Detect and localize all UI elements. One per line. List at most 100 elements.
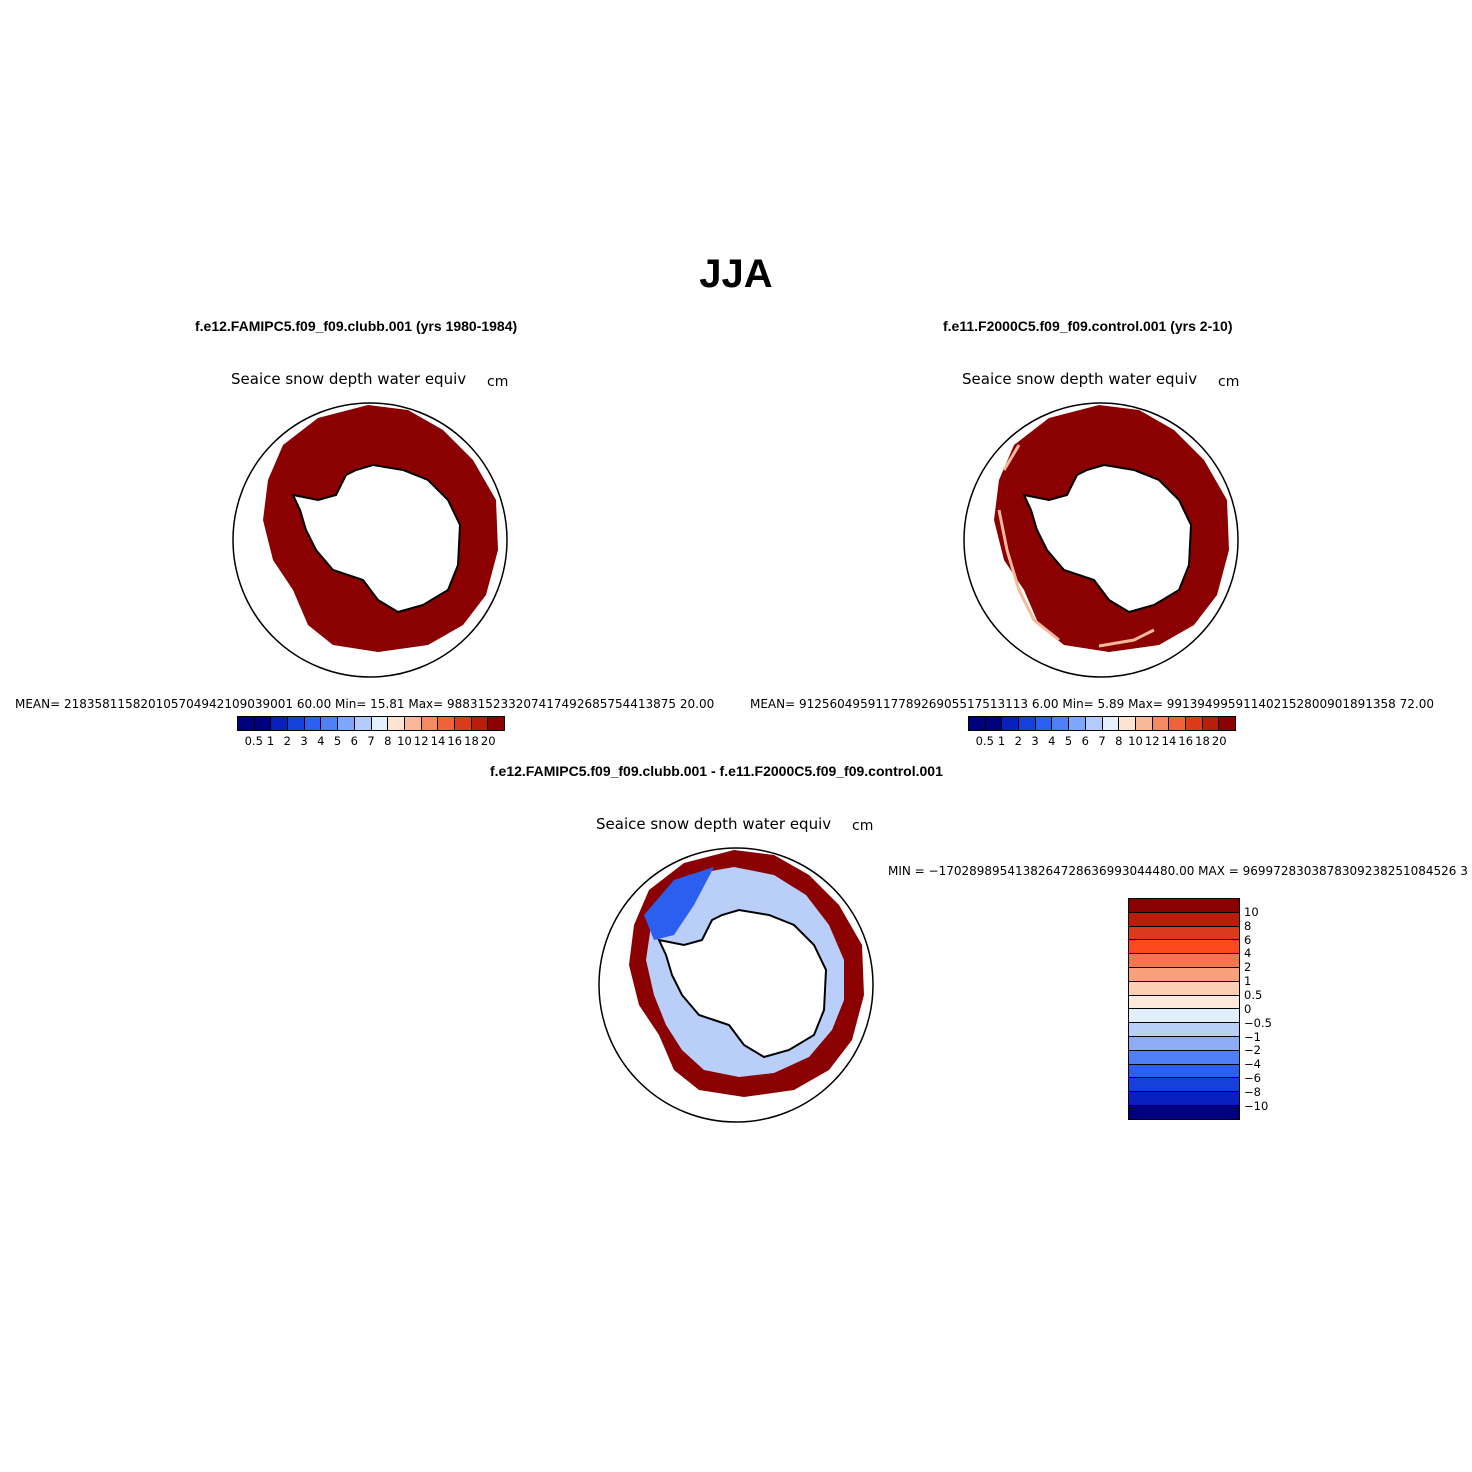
colorbar-swatch [238, 717, 255, 730]
colorbar-swatch [1035, 717, 1053, 730]
colorbar-tick-label: 16 [1178, 734, 1194, 748]
colorbar-tick-label: 6 [1081, 734, 1089, 748]
panel2-units: cm [1218, 374, 1240, 390]
colorbar-tick-label: 2 [1244, 960, 1252, 975]
colorbar-swatch [488, 717, 504, 730]
colorbar-tick-label: 8 [1115, 734, 1123, 748]
colorbar-tick-label: 3 [1031, 734, 1039, 748]
colorbar-swatch [1129, 954, 1239, 968]
colorbar-swatch [438, 717, 455, 730]
colorbar-tick-label: 2 [283, 734, 291, 748]
colorbar-tick-label: −4 [1244, 1057, 1261, 1072]
colorbar-tick-label: 20 [480, 734, 496, 748]
colorbar-swatch [371, 717, 389, 730]
colorbar-tick-label: −0.5 [1244, 1015, 1272, 1030]
colorbar-swatch [304, 717, 322, 730]
colorbar-swatch [1119, 717, 1136, 730]
colorbar-swatch [1129, 995, 1239, 1010]
colorbar-tick-label: 1 [266, 734, 275, 748]
panel3-colorbar-labels: 10 8 6 4 2 1 0.5 0 −0.5 −1 −2 −4 −6 −8 −10 [1244, 898, 1284, 1120]
colorbar-tick-label: 0.5 [975, 734, 994, 748]
colorbar-tick-label: 4 [1244, 946, 1252, 961]
colorbar-swatch [1102, 717, 1120, 730]
colorbar-tick-label: 5 [333, 734, 342, 748]
colorbar-swatch [1129, 1105, 1239, 1119]
colorbar-tick-label: 7 [367, 734, 375, 748]
colorbar-swatch [338, 717, 355, 730]
colorbar-tick-label: −1 [1244, 1029, 1261, 1044]
colorbar-swatch [1129, 912, 1239, 927]
panel2-colorbar [968, 716, 1236, 731]
colorbar-swatch [1129, 1036, 1239, 1051]
colorbar-tick-label: 20 [1211, 734, 1227, 748]
colorbar-tick-label: −2 [1244, 1043, 1261, 1058]
colorbar-swatch [1185, 717, 1203, 730]
colorbar-tick-label: 10 [397, 734, 412, 748]
figure-title: JJA [699, 252, 773, 296]
colorbar-tick-label: 18 [464, 734, 479, 748]
colorbar-tick-label: 8 [384, 734, 392, 748]
panel2-map [963, 402, 1239, 678]
colorbar-tick-label: 3 [300, 734, 308, 748]
colorbar-tick-label: 18 [1195, 734, 1210, 748]
colorbar-tick-label: 0.5 [244, 734, 263, 748]
panel2-case-title: f.e11.F2000C5.f09_f09.control.001 (yrs 2… [943, 318, 1233, 334]
colorbar-swatch [1202, 717, 1220, 730]
panel3-diff-strong-negative [644, 867, 714, 940]
panel2-ice-edge-highlight [997, 444, 1155, 648]
colorbar-tick-label: 8 [1244, 918, 1252, 933]
colorbar-tick-label: 1 [997, 734, 1006, 748]
panel3-case-title: f.e12.FAMIPC5.f09_f09.clubb.001 - f.e11.… [490, 763, 943, 779]
panel2-antarctica [1022, 463, 1193, 614]
colorbar-tick-label: 7 [1098, 734, 1106, 748]
colorbar-swatch [1169, 717, 1186, 730]
panel1-stats: MEAN= 218358115820105704942109039001 60.… [15, 697, 715, 711]
colorbar-swatch [1129, 899, 1239, 913]
colorbar-swatch [1129, 940, 1239, 955]
colorbar-swatch [969, 717, 986, 730]
panel1-colorbar-labels: 0.5 1 2 3 4 5 6 7 8 10 12 14 16 18 20 [237, 734, 503, 750]
colorbar-tick-label: 2 [1014, 734, 1022, 748]
colorbar-swatch [1219, 717, 1235, 730]
colorbar-swatch [271, 717, 289, 730]
colorbar-swatch [1019, 717, 1036, 730]
panel1-colorbar [237, 716, 505, 731]
colorbar-swatch [388, 717, 405, 730]
colorbar-tick-label: 14 [430, 734, 446, 748]
colorbar-tick-label: 1 [1244, 974, 1252, 989]
colorbar-swatch [1129, 1050, 1239, 1065]
colorbar-swatch [1052, 717, 1070, 730]
colorbar-swatch [471, 717, 489, 730]
colorbar-tick-label: 0.5 [1244, 988, 1263, 1003]
colorbar-swatch [354, 717, 372, 730]
colorbar-tick-label: −10 [1244, 1098, 1269, 1113]
colorbar-swatch [1129, 1023, 1239, 1037]
colorbar-swatch [1152, 717, 1170, 730]
colorbar-tick-label: 12 [1144, 734, 1160, 748]
colorbar-tick-label: −6 [1244, 1071, 1261, 1086]
colorbar-swatch [1129, 926, 1239, 941]
colorbar-swatch [1129, 1064, 1239, 1079]
colorbar-tick-label: 0 [1244, 1001, 1252, 1016]
panel3-units: cm [852, 818, 874, 834]
colorbar-tick-label: 5 [1064, 734, 1073, 748]
colorbar-swatch [321, 717, 339, 730]
colorbar-swatch [1069, 717, 1086, 730]
panel1-map [232, 402, 508, 678]
colorbar-swatch [254, 717, 272, 730]
colorbar-swatch [1135, 717, 1153, 730]
colorbar-swatch [454, 717, 472, 730]
panel3-variable-title: Seaice snow depth water equiv [596, 815, 832, 833]
colorbar-swatch [1085, 717, 1103, 730]
colorbar-tick-label: 6 [350, 734, 358, 748]
colorbar-tick-label: 6 [1244, 932, 1252, 947]
panel1-variable-title: Seaice snow depth water equiv [231, 370, 467, 388]
panel3-map-boundary [598, 847, 874, 1123]
colorbar-swatch [1129, 967, 1239, 982]
colorbar-tick-label: −8 [1244, 1085, 1261, 1100]
panel3-colorbar [1128, 898, 1240, 1120]
colorbar-swatch [1129, 1078, 1239, 1093]
colorbar-tick-label: 14 [1161, 734, 1177, 748]
panel1-map-boundary [232, 402, 508, 678]
colorbar-swatch [985, 717, 1003, 730]
